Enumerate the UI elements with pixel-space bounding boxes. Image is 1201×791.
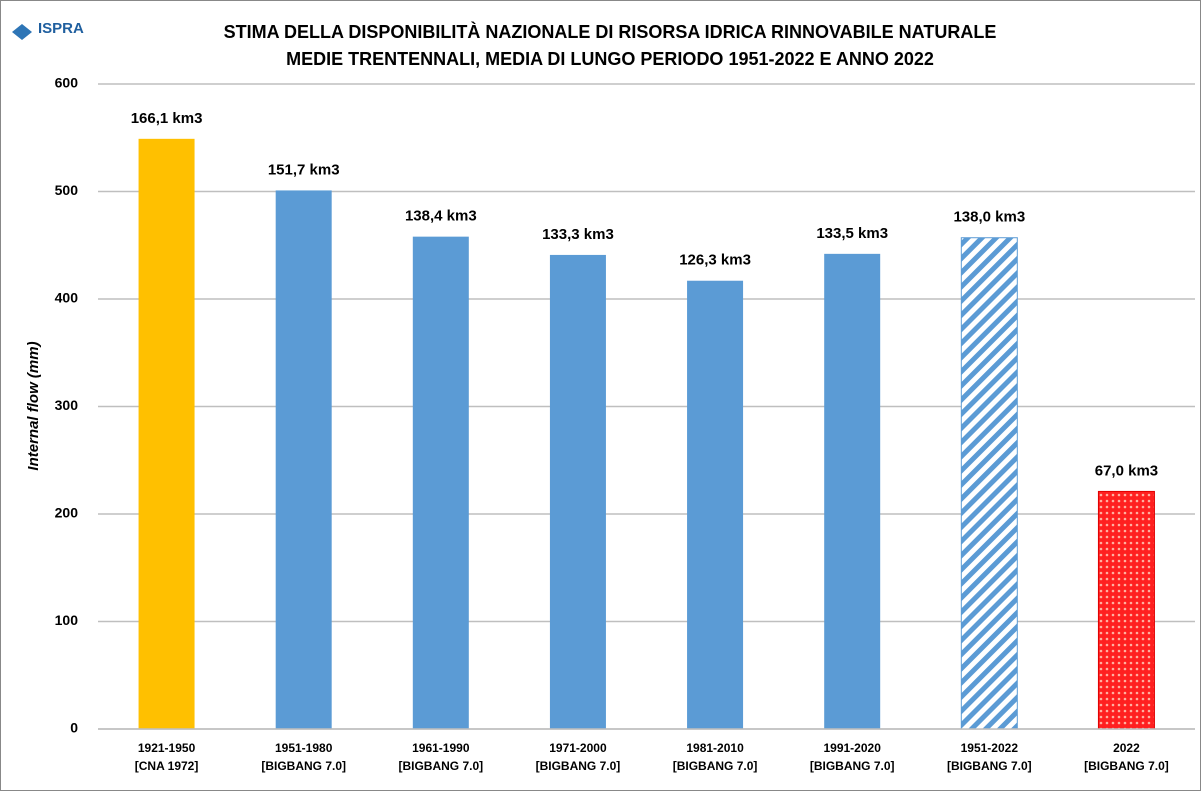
x-tick-label: [BIGBANG 7.0] — [673, 759, 758, 773]
bar-annotation: 138,0 km3 — [953, 209, 1025, 226]
y-tick-label: 600 — [55, 75, 79, 91]
x-tick-label: [BIGBANG 7.0] — [398, 759, 483, 773]
x-tick-label: 1951-2022 — [961, 741, 1019, 755]
bar-annotation: 138,4 km3 — [405, 208, 477, 225]
x-tick-label: [BIGBANG 7.0] — [261, 759, 346, 773]
bar — [1097, 490, 1155, 730]
bar — [687, 280, 744, 729]
x-tick-label: 1981-2010 — [686, 741, 744, 755]
bar-annotation: 133,5 km3 — [816, 225, 888, 242]
chart-title: STIMA DELLA DISPONIBILITÀ NAZIONALE DI R… — [224, 21, 997, 42]
logo-text: ISPRA — [38, 20, 84, 37]
x-tick-label: 1951-1980 — [275, 741, 333, 755]
y-tick-label: 100 — [55, 612, 79, 628]
y-tick-label: 0 — [70, 720, 78, 736]
y-tick-label: 300 — [55, 397, 79, 413]
chart-subtitle: MEDIE TRENTENNALI, MEDIA DI LUNGO PERIOD… — [286, 49, 934, 69]
x-tick-label: 1961-1990 — [412, 741, 470, 755]
x-tick-label: [CNA 1972] — [135, 759, 199, 773]
x-tick-label: 1991-2020 — [823, 741, 881, 755]
y-axis-label: Internal flow (mm) — [25, 341, 42, 470]
bar-annotation: 133,3 km3 — [542, 226, 614, 243]
bar-annotation: 67,0 km3 — [1095, 462, 1158, 479]
x-tick-label: 2022 — [1113, 741, 1140, 755]
bar — [960, 237, 1018, 730]
y-tick-label: 500 — [55, 182, 79, 198]
bar-annotation: 126,3 km3 — [679, 252, 751, 269]
bar — [824, 253, 881, 729]
bar-annotation: 151,7 km3 — [268, 161, 340, 178]
x-tick-label: 1971-2000 — [549, 741, 607, 755]
bar — [275, 190, 332, 730]
bar-annotation: 166,1 km3 — [131, 110, 203, 127]
y-tick-label: 200 — [55, 505, 79, 521]
y-tick-label: 400 — [55, 290, 79, 306]
x-tick-label: [BIGBANG 7.0] — [1084, 759, 1169, 773]
logo: ISPRA — [12, 20, 84, 40]
x-tick-label: [BIGBANG 7.0] — [947, 759, 1032, 773]
bar — [549, 254, 606, 730]
bar — [138, 138, 195, 729]
x-tick-label: [BIGBANG 7.0] — [536, 759, 621, 773]
bar — [412, 236, 469, 729]
x-tick-label: 1921-1950 — [138, 741, 196, 755]
x-tick-label: [BIGBANG 7.0] — [810, 759, 895, 773]
